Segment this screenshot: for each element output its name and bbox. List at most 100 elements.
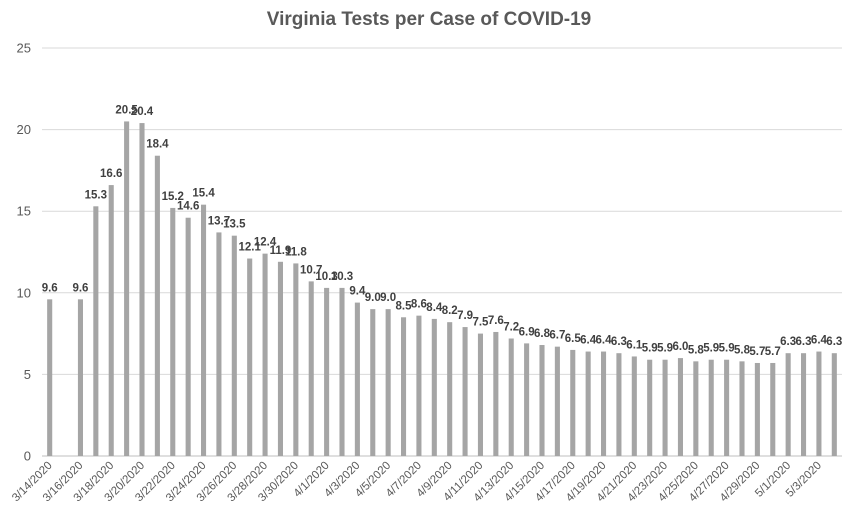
data-label: 5.8 xyxy=(734,344,751,356)
data-label: 15.3 xyxy=(85,189,107,201)
data-label: 15.4 xyxy=(192,188,215,200)
data-label: 8.5 xyxy=(396,300,413,312)
data-label: 5.8 xyxy=(688,344,705,356)
bar xyxy=(508,338,514,456)
data-label: 6.9 xyxy=(519,326,535,338)
data-label: 5.9 xyxy=(642,343,658,355)
chart-title: Virginia Tests per Case of COVID-19 xyxy=(266,9,592,30)
bar xyxy=(462,327,468,456)
data-label: 7.2 xyxy=(503,321,519,333)
bar xyxy=(447,322,453,456)
bar xyxy=(170,207,176,456)
y-tick-label: 0 xyxy=(24,449,31,464)
bar xyxy=(539,345,545,456)
data-label: 6.8 xyxy=(534,328,551,340)
bar xyxy=(801,353,807,456)
data-label: 11.9 xyxy=(270,245,292,257)
bar xyxy=(816,351,822,456)
bar xyxy=(93,206,99,456)
data-label: 7.5 xyxy=(472,317,489,329)
data-label: 10.3 xyxy=(331,271,353,283)
bar xyxy=(370,309,376,456)
bar xyxy=(616,353,622,456)
data-label: 9.4 xyxy=(349,286,366,298)
bar xyxy=(293,263,299,456)
bar xyxy=(724,359,730,456)
data-label: 6.3 xyxy=(780,336,796,348)
data-label: 18.4 xyxy=(146,139,169,151)
bar xyxy=(785,353,791,456)
bar xyxy=(385,309,391,456)
bar xyxy=(647,359,653,456)
bar xyxy=(108,185,114,456)
bar xyxy=(77,299,83,456)
y-tick-label: 15 xyxy=(17,204,31,219)
data-label: 16.6 xyxy=(100,168,122,180)
bar xyxy=(231,235,237,456)
data-label: 15.2 xyxy=(162,191,184,203)
data-label: 6.3 xyxy=(796,336,812,348)
bar xyxy=(185,217,191,456)
data-label: 6.5 xyxy=(565,333,582,345)
bar xyxy=(739,361,745,456)
bar xyxy=(831,353,837,456)
bar xyxy=(431,318,437,456)
data-label: 6.4 xyxy=(811,335,828,347)
data-label: 10.3 xyxy=(315,271,337,283)
data-label: 8.4 xyxy=(426,302,443,314)
y-tick-label: 25 xyxy=(17,41,31,56)
bar xyxy=(524,343,530,456)
data-label: 6.4 xyxy=(596,335,613,347)
bar xyxy=(570,349,576,456)
data-label: 8.2 xyxy=(442,305,458,317)
bar xyxy=(585,351,591,456)
data-label: 5.9 xyxy=(719,343,735,355)
data-label: 14.6 xyxy=(177,201,199,213)
y-tick-label: 20 xyxy=(17,122,31,137)
data-label: 5.9 xyxy=(703,343,719,355)
data-label: 6.4 xyxy=(580,335,597,347)
bar xyxy=(277,261,283,456)
bar xyxy=(754,362,760,456)
bar xyxy=(262,253,268,456)
data-label: 20.5 xyxy=(115,104,138,116)
bar xyxy=(554,346,560,456)
data-label: 11.8 xyxy=(285,246,307,258)
data-label: 12.4 xyxy=(254,237,277,249)
bar xyxy=(770,362,776,456)
bar xyxy=(339,287,345,456)
bar xyxy=(124,121,130,456)
bar xyxy=(708,359,714,456)
data-label: 7.6 xyxy=(488,315,504,327)
bar xyxy=(601,351,607,456)
data-label: 5.9 xyxy=(657,343,673,355)
data-label: 9.6 xyxy=(72,282,88,294)
data-label: 9.6 xyxy=(42,282,58,294)
bar xyxy=(631,356,637,456)
data-label: 6.7 xyxy=(549,330,565,342)
bar xyxy=(354,302,360,456)
data-label: 12.1 xyxy=(238,242,261,254)
data-label: 7.9 xyxy=(457,310,473,322)
bar xyxy=(677,358,683,456)
bar xyxy=(247,258,253,456)
data-label: 9.0 xyxy=(380,292,396,304)
bar xyxy=(662,359,668,456)
bar xyxy=(416,315,422,456)
bar xyxy=(493,331,499,456)
data-label: 6.3 xyxy=(611,336,627,348)
data-label: 13.7 xyxy=(208,215,230,227)
bar xyxy=(47,299,53,456)
data-label: 5.7 xyxy=(749,346,765,358)
bar xyxy=(201,204,207,456)
bar xyxy=(308,281,314,456)
data-label: 8.6 xyxy=(411,299,427,311)
data-label: 6.1 xyxy=(626,339,643,351)
data-label: 5.7 xyxy=(765,346,781,358)
data-label: 6.0 xyxy=(672,341,688,353)
data-label: 13.5 xyxy=(223,219,246,231)
data-label: 10.7 xyxy=(300,264,322,276)
y-tick-label: 10 xyxy=(17,285,31,300)
bar xyxy=(477,333,483,456)
